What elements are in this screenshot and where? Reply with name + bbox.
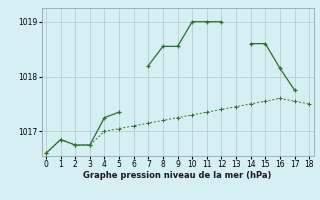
X-axis label: Graphe pression niveau de la mer (hPa): Graphe pression niveau de la mer (hPa) — [84, 171, 272, 180]
